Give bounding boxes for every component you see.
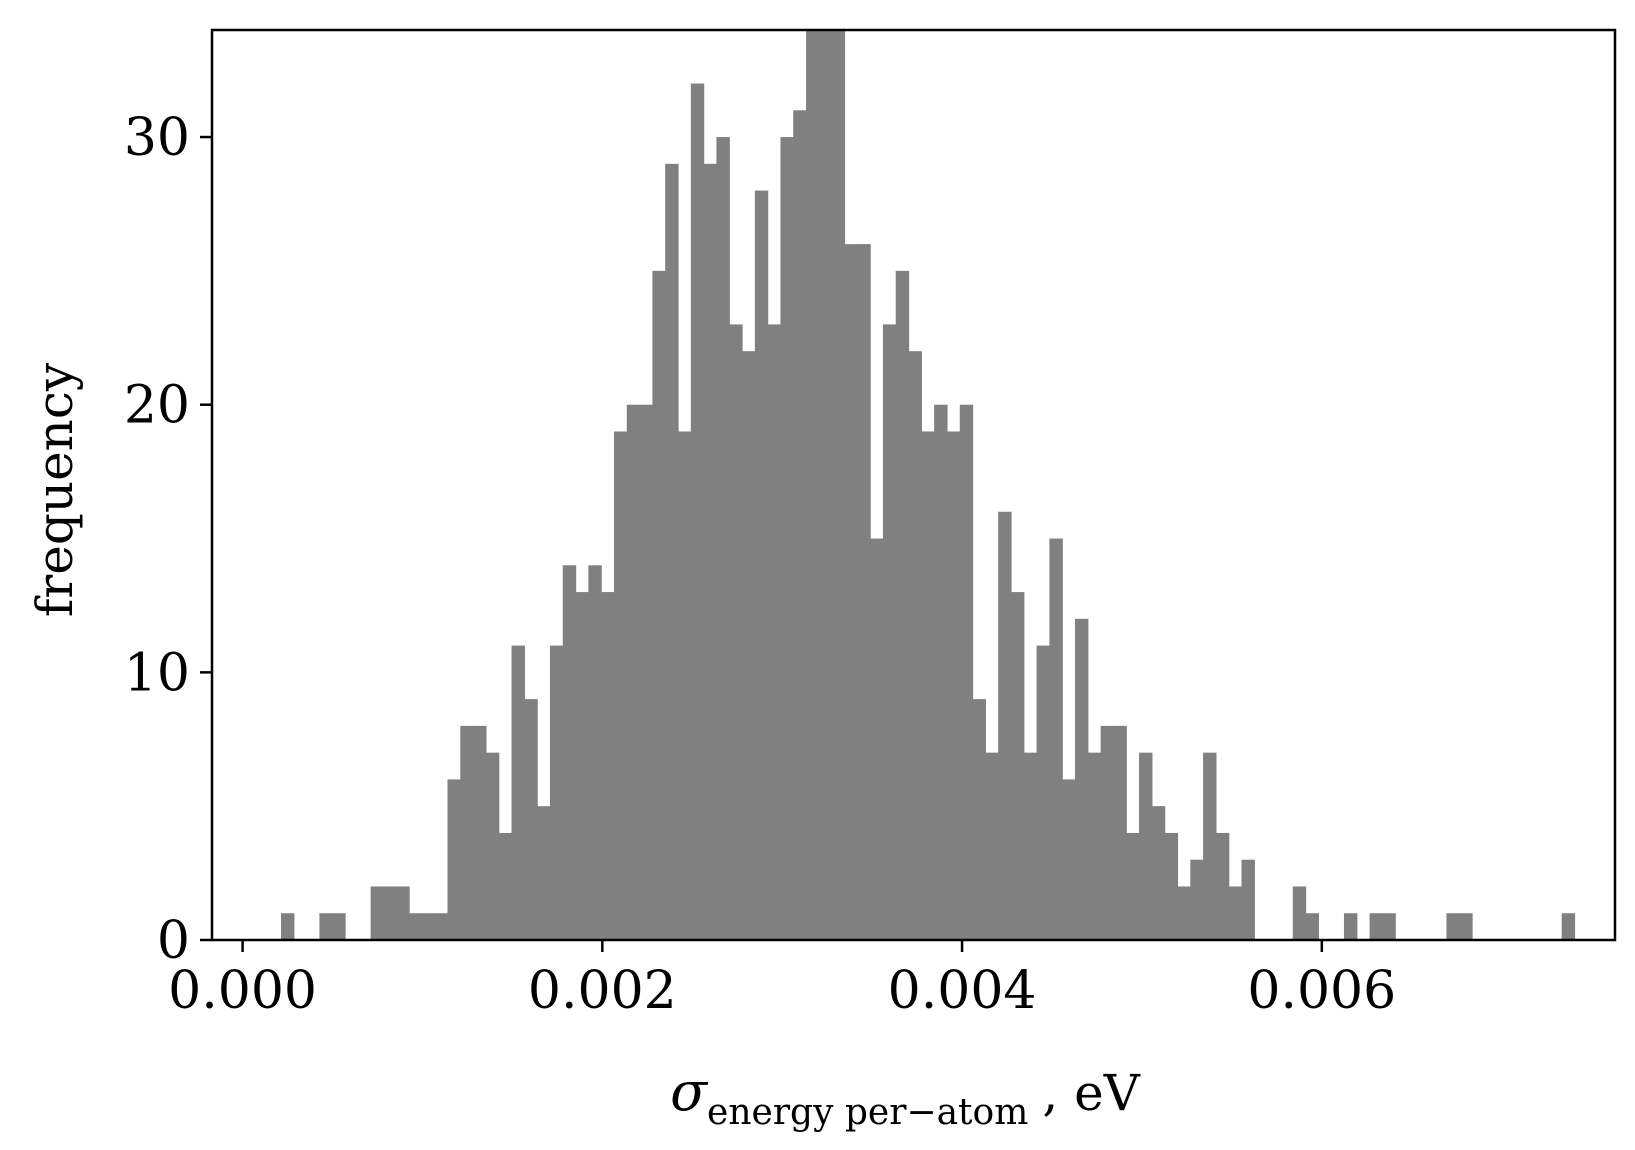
histogram-bar xyxy=(383,886,397,940)
histogram-bar xyxy=(767,324,782,940)
histogram-bar xyxy=(639,404,653,941)
histogram-bar xyxy=(421,913,436,940)
histogram-bar xyxy=(716,137,730,940)
y-tick-label: 0 xyxy=(157,911,190,971)
histogram-bar xyxy=(281,913,295,940)
histogram-bar xyxy=(1139,752,1153,940)
histogram-bar xyxy=(613,431,628,940)
histogram-bar xyxy=(1036,645,1051,940)
y-axis-ticks: 0 10 20 30 xyxy=(124,108,212,971)
histogram-bar xyxy=(1087,752,1102,940)
histogram-bar xyxy=(1241,859,1255,940)
histogram-bar xyxy=(498,832,513,940)
histogram-bar xyxy=(1305,913,1319,940)
histogram-bar xyxy=(601,592,615,940)
histogram-bar xyxy=(844,244,858,940)
histogram-bar xyxy=(1459,913,1473,940)
histogram-bar xyxy=(959,404,974,941)
histogram-bar xyxy=(549,645,564,940)
histogram-bar xyxy=(921,431,935,940)
y-tick-label: 10 xyxy=(124,643,190,703)
x-tick-label: 0.004 xyxy=(888,961,1037,1021)
histogram-bar xyxy=(1049,538,1063,940)
x-axis-label-unit: , eV xyxy=(1042,1064,1140,1122)
histogram-bar xyxy=(1561,913,1576,940)
histogram-bar xyxy=(1151,806,1166,940)
x-tick-label: 0.000 xyxy=(168,961,317,1021)
histogram-bar xyxy=(780,137,794,940)
histogram-bar xyxy=(1446,913,1460,940)
histogram-bar xyxy=(972,699,986,940)
histogram-bar xyxy=(882,324,897,940)
histogram-bar xyxy=(1113,725,1127,940)
histogram-bar xyxy=(870,538,884,940)
histogram-bar xyxy=(447,779,461,940)
histogram-bar xyxy=(934,404,948,941)
histogram-bar xyxy=(742,351,756,940)
histogram-bar xyxy=(857,244,871,940)
x-tick-label: 0.006 xyxy=(1247,961,1396,1021)
histogram-bar xyxy=(1010,592,1025,940)
histogram-bar xyxy=(485,752,500,940)
histogram-bar xyxy=(652,270,666,940)
y-tick-label: 20 xyxy=(124,376,190,436)
x-axis-label-symbol: σ xyxy=(670,1060,709,1123)
histogram-bar xyxy=(1190,859,1204,940)
x-axis-label: σenergy per−atom , eV xyxy=(670,1060,1141,1133)
histogram-bar xyxy=(1023,752,1038,940)
histogram-bar xyxy=(319,913,333,940)
histogram-bar xyxy=(524,699,538,940)
y-axis-label: frequency xyxy=(26,362,84,617)
histogram-bar xyxy=(1164,832,1179,940)
x-tick-label: 0.002 xyxy=(528,961,677,1021)
histogram-bar xyxy=(754,190,769,941)
histogram-bar xyxy=(818,30,833,940)
histogram-bar xyxy=(1177,886,1191,940)
histogram-bar xyxy=(1100,725,1115,940)
histogram-bar xyxy=(460,725,474,940)
histogram-bar xyxy=(1292,886,1307,940)
histogram-bars xyxy=(281,30,1576,941)
histogram-bar xyxy=(1215,832,1230,940)
histogram-bar xyxy=(1126,832,1140,940)
histogram-bar xyxy=(396,886,410,940)
histogram-bar xyxy=(908,351,922,940)
x-axis-label-subscript: energy per−atom xyxy=(707,1092,1028,1133)
histogram-bar xyxy=(793,110,807,941)
plot-frame xyxy=(210,28,1617,942)
histogram-bar xyxy=(1062,779,1076,940)
histogram-bar xyxy=(703,163,718,940)
histogram-bar xyxy=(806,30,820,940)
histogram-bar xyxy=(665,163,679,940)
histogram-bar xyxy=(473,725,487,940)
histogram-bar xyxy=(332,913,346,940)
histogram-bar xyxy=(575,592,589,940)
histogram-bar xyxy=(1203,752,1217,940)
histogram-bar xyxy=(1228,886,1243,940)
histogram-bar xyxy=(998,511,1012,940)
histogram-bar xyxy=(678,431,692,940)
histogram-bar xyxy=(370,886,385,940)
histogram-bar xyxy=(511,645,525,940)
y-tick-label: 30 xyxy=(124,108,190,168)
histogram-bar xyxy=(1382,913,1396,940)
histogram-bar xyxy=(690,83,705,940)
histogram-bar xyxy=(409,913,423,940)
histogram-bar xyxy=(831,30,846,940)
histogram-bar xyxy=(729,324,743,940)
histogram-bar xyxy=(434,913,449,940)
histogram-bar xyxy=(1343,913,1358,940)
histogram-bar xyxy=(1369,913,1383,940)
x-axis-ticks: 0.000 0.002 0.004 0.006 xyxy=(168,940,1396,1021)
histogram-bar xyxy=(626,404,641,941)
histogram-bar xyxy=(985,752,999,940)
histogram-bar xyxy=(946,431,961,940)
histogram-bar xyxy=(537,806,551,940)
histogram-bar xyxy=(588,565,602,940)
histogram-bar xyxy=(562,565,577,940)
histogram-bar xyxy=(895,270,910,940)
histogram-bar xyxy=(1075,618,1089,940)
